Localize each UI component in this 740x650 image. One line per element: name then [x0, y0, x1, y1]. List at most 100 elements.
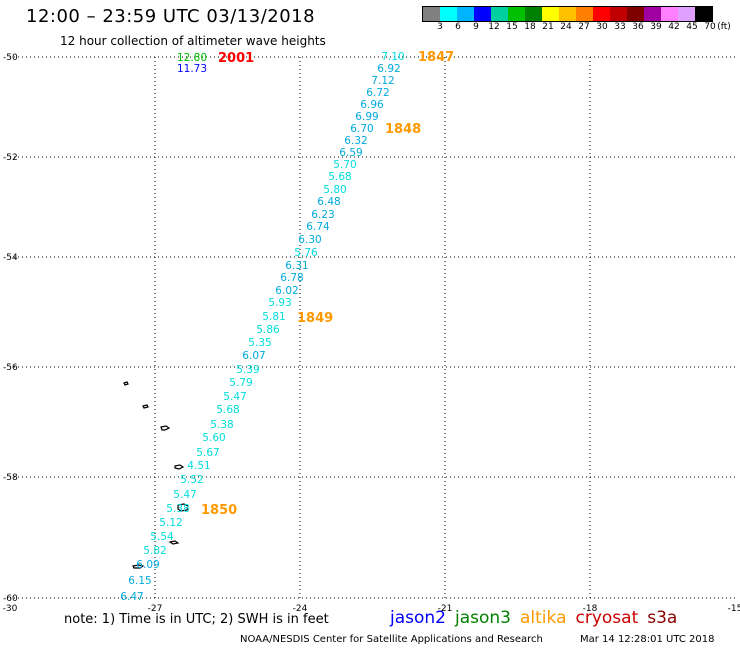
- wave-height-value: 6.72: [366, 87, 389, 99]
- wave-height-value: 6.23: [311, 209, 334, 221]
- scale-swatch: [661, 7, 678, 21]
- wave-height-value: 5.60: [202, 432, 225, 444]
- scale-swatch: [576, 7, 593, 21]
- wave-height-value: 5.93: [268, 297, 291, 309]
- legend-item-s3a: s3a: [647, 608, 678, 628]
- scale-swatch: [593, 7, 610, 21]
- lat-tick-label: -56: [3, 363, 18, 373]
- island: [168, 540, 180, 545]
- map-title: 12:00 – 23:59 UTC 03/13/2018: [26, 6, 316, 27]
- wave-height-readings: 7.106.927.126.726.966.996.706.326.595.70…: [120, 51, 404, 603]
- lat-tick-label: -54: [3, 253, 18, 263]
- scale-swatch: [627, 7, 644, 21]
- wave-height-value: 5.82: [143, 545, 166, 557]
- wave-height-value: 5.47: [223, 391, 246, 403]
- wave-height-value: 5.35: [248, 337, 271, 349]
- scale-label: 21: [542, 22, 554, 32]
- pass-label: 1850: [201, 503, 237, 518]
- scale-label: 12: [488, 22, 500, 32]
- island: [177, 503, 189, 512]
- island: [142, 404, 149, 409]
- scale-swatch: [644, 7, 661, 21]
- wave-height-value: 6.31: [285, 260, 308, 272]
- wave-height-value: 5.76: [294, 247, 318, 259]
- wave-height-value: 5.68: [216, 404, 239, 416]
- legend-item-altika: altika: [520, 608, 567, 628]
- wave-height-value: 5.70: [333, 159, 356, 171]
- scale-label: 24: [560, 22, 572, 32]
- wave-height-value: 5.54: [150, 531, 174, 543]
- scale-swatch: [525, 7, 542, 21]
- wave-height-value: 6.92: [377, 63, 400, 75]
- lon-tick-label: -21: [438, 604, 453, 614]
- lat-tick-label: -58: [3, 473, 18, 483]
- wave-height-value: 6.32: [344, 135, 367, 147]
- scale-swatch: [457, 7, 474, 21]
- lon-tick-label: -27: [148, 604, 163, 614]
- units-note: note: 1) Time is in UTC; 2) SWH is in fe…: [64, 612, 329, 627]
- islands: [123, 381, 189, 569]
- wave-height-value: 5.39: [236, 364, 259, 376]
- wave-height-value: 6.02: [275, 285, 298, 297]
- satellite-legend: jason2 jason3 altika cryosat s3a: [390, 608, 686, 628]
- lon-tick-label: -18: [583, 604, 598, 614]
- wave-height-value: 5.81: [262, 311, 285, 323]
- scale-swatch: [440, 7, 457, 21]
- wave-height-value: 7.10: [381, 51, 404, 63]
- wave-height-color-scale: [422, 6, 713, 22]
- scale-label: 70: [704, 22, 716, 32]
- scale-swatch: [559, 7, 576, 21]
- wave-height-value: 5.52: [180, 474, 203, 486]
- wave-height-value: 12.80: [177, 52, 207, 64]
- legend-item-cryosat: cryosat: [575, 608, 639, 628]
- island: [132, 564, 145, 569]
- map-subtitle: 12 hour collection of altimeter wave hei…: [60, 34, 326, 48]
- wave-height-value: 5.68: [328, 171, 351, 183]
- wave-height-value: 5.38: [166, 503, 189, 515]
- lon-tick-label: -30: [3, 604, 18, 614]
- pass-label: 1847: [418, 50, 454, 65]
- wave-height-value: 6.47: [120, 591, 143, 603]
- scale-label: 6: [455, 22, 461, 32]
- wave-height-value: 6.78: [280, 272, 303, 284]
- wave-height-value: 5.47: [173, 489, 196, 501]
- wave-height-value: 6.99: [355, 111, 378, 123]
- scale-label: 3: [437, 22, 443, 32]
- wave-height-value: 6.48: [317, 196, 340, 208]
- scale-label: 42: [668, 22, 680, 32]
- generated-timestamp: Mar 14 12:28:01 UTC 2018: [580, 634, 715, 645]
- wave-height-value: 6.15: [128, 575, 151, 587]
- scale-swatch: [610, 7, 627, 21]
- graticule: -30 -27 -24 -21 -18 -15 -50 -52 -54 -56 -58 -60: [3, 53, 740, 614]
- scale-label: 9: [473, 22, 479, 32]
- lat-tick-label: -60: [3, 594, 18, 604]
- scale-swatch: [678, 7, 695, 21]
- wave-height-value: 5.67: [196, 447, 219, 459]
- lon-tick-label: -15: [728, 604, 740, 614]
- pass-label: 1849: [297, 311, 333, 326]
- wave-height-value: 5.79: [229, 377, 252, 389]
- scale-swatch: [423, 7, 440, 21]
- wave-height-value: 6.70: [350, 123, 373, 135]
- pass-label: 2001: [218, 51, 254, 66]
- wave-height-value: 6.07: [242, 350, 265, 362]
- wave-height-value: 11.73: [177, 63, 207, 75]
- wave-height-value: 6.30: [298, 234, 321, 246]
- scale-swatch: [542, 7, 559, 21]
- scale-label: 18: [524, 22, 536, 32]
- legend-item-jason3: jason3: [455, 608, 511, 628]
- wave-height-value: 6.74: [306, 221, 330, 233]
- wave-height-value: 5.86: [256, 324, 280, 336]
- wave-height-value: 6.09: [136, 559, 159, 571]
- wave-height-value: 5.12: [159, 517, 182, 529]
- island: [160, 425, 171, 431]
- lat-tick-label: -50: [3, 53, 18, 63]
- scale-label: 36: [632, 22, 644, 32]
- pass-label: 1848: [385, 122, 421, 137]
- island: [174, 464, 185, 470]
- legend-item-jason2: jason2: [390, 608, 446, 628]
- wave-height-value: 5.80: [323, 184, 346, 196]
- scale-label: 15: [506, 22, 518, 32]
- lat-tick-label: -52: [3, 153, 18, 163]
